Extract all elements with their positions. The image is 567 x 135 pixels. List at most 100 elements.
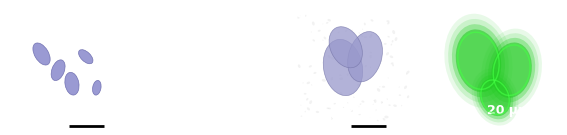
Ellipse shape [370, 34, 373, 36]
Ellipse shape [346, 73, 349, 76]
Ellipse shape [333, 103, 336, 104]
Ellipse shape [370, 66, 371, 68]
Ellipse shape [339, 74, 342, 76]
Ellipse shape [391, 62, 393, 64]
Ellipse shape [354, 33, 356, 34]
Ellipse shape [365, 51, 366, 52]
Ellipse shape [298, 64, 301, 68]
Ellipse shape [344, 63, 345, 64]
Ellipse shape [407, 71, 409, 74]
Ellipse shape [392, 64, 394, 66]
Ellipse shape [328, 44, 330, 46]
Text: 20 μm: 20 μm [487, 104, 531, 117]
Ellipse shape [378, 39, 379, 40]
Ellipse shape [301, 105, 302, 106]
Ellipse shape [382, 102, 383, 103]
Ellipse shape [301, 116, 302, 117]
Ellipse shape [474, 72, 516, 122]
Ellipse shape [488, 38, 535, 103]
Ellipse shape [373, 100, 375, 101]
Ellipse shape [343, 107, 344, 108]
Ellipse shape [312, 21, 315, 26]
Ellipse shape [323, 39, 363, 96]
Ellipse shape [311, 84, 312, 86]
Text: 20 μm: 20 μm [346, 104, 390, 117]
Ellipse shape [326, 22, 328, 24]
Ellipse shape [307, 82, 310, 84]
Ellipse shape [386, 20, 390, 22]
Ellipse shape [331, 118, 333, 120]
Ellipse shape [374, 99, 376, 103]
Ellipse shape [481, 29, 542, 112]
Ellipse shape [404, 85, 407, 89]
Ellipse shape [332, 52, 335, 53]
Ellipse shape [318, 30, 321, 32]
Ellipse shape [345, 30, 348, 32]
Ellipse shape [377, 88, 380, 92]
Ellipse shape [359, 103, 361, 105]
Ellipse shape [364, 23, 366, 25]
Ellipse shape [374, 109, 376, 111]
Ellipse shape [399, 94, 401, 96]
Ellipse shape [335, 37, 336, 38]
Ellipse shape [350, 109, 353, 112]
Ellipse shape [309, 65, 312, 68]
Text: 20 μm: 20 μm [205, 104, 249, 117]
Ellipse shape [92, 80, 101, 95]
Ellipse shape [33, 43, 50, 65]
Text: (b): (b) [151, 8, 171, 21]
Ellipse shape [331, 117, 332, 118]
Ellipse shape [316, 111, 319, 113]
Ellipse shape [340, 92, 343, 95]
Ellipse shape [307, 107, 310, 110]
Ellipse shape [445, 14, 513, 108]
Ellipse shape [480, 78, 511, 116]
Ellipse shape [452, 24, 505, 97]
Ellipse shape [395, 37, 397, 41]
Ellipse shape [382, 86, 385, 88]
Ellipse shape [331, 77, 333, 80]
Ellipse shape [361, 100, 365, 103]
Ellipse shape [365, 65, 367, 67]
Ellipse shape [362, 29, 363, 30]
Ellipse shape [297, 15, 301, 19]
Ellipse shape [338, 62, 341, 65]
Ellipse shape [364, 36, 367, 38]
Ellipse shape [456, 29, 501, 92]
Ellipse shape [354, 51, 356, 53]
Ellipse shape [358, 39, 359, 41]
Ellipse shape [357, 45, 358, 47]
Ellipse shape [304, 111, 306, 112]
Ellipse shape [492, 43, 532, 98]
Ellipse shape [354, 53, 357, 55]
Ellipse shape [379, 86, 380, 87]
Ellipse shape [387, 22, 390, 24]
Ellipse shape [79, 50, 93, 64]
Ellipse shape [322, 23, 323, 24]
Ellipse shape [359, 59, 361, 62]
Ellipse shape [352, 30, 353, 31]
Ellipse shape [386, 52, 389, 55]
Ellipse shape [350, 56, 352, 58]
Ellipse shape [361, 63, 362, 64]
Text: 20 μm: 20 μm [64, 104, 108, 117]
Ellipse shape [387, 98, 388, 100]
Ellipse shape [369, 35, 373, 38]
Ellipse shape [393, 104, 397, 107]
Ellipse shape [51, 60, 65, 81]
Ellipse shape [324, 37, 326, 39]
Text: (d): (d) [433, 8, 454, 21]
Ellipse shape [337, 39, 338, 41]
Ellipse shape [384, 43, 387, 45]
Ellipse shape [485, 33, 539, 107]
Ellipse shape [392, 40, 393, 43]
Ellipse shape [331, 57, 335, 60]
Ellipse shape [358, 32, 360, 34]
Ellipse shape [339, 77, 343, 80]
Ellipse shape [328, 19, 331, 21]
Ellipse shape [358, 114, 361, 115]
Ellipse shape [384, 116, 388, 118]
Ellipse shape [399, 86, 400, 88]
Ellipse shape [306, 98, 308, 101]
Ellipse shape [347, 102, 348, 103]
